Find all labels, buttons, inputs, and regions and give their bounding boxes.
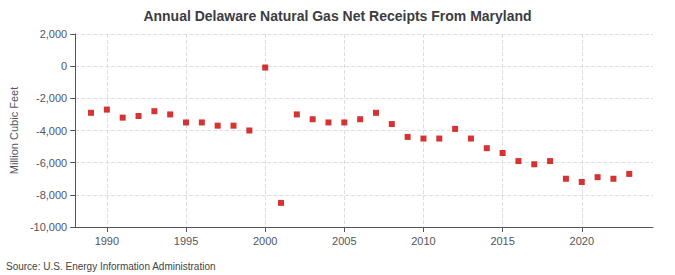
svg-text:-2,000: -2,000 <box>36 92 67 104</box>
svg-text:-10,000: -10,000 <box>30 221 67 233</box>
svg-text:Source: U.S. Energy Informatio: Source: U.S. Energy Information Administ… <box>6 261 216 272</box>
svg-text:Annual Delaware Natural Gas Ne: Annual Delaware Natural Gas Net Receipts… <box>143 8 531 24</box>
svg-text:1995: 1995 <box>174 235 198 247</box>
svg-text:1990: 1990 <box>95 235 119 247</box>
svg-text:-6,000: -6,000 <box>36 157 67 169</box>
svg-text:0: 0 <box>61 60 67 72</box>
svg-text:2005: 2005 <box>332 235 356 247</box>
svg-text:Million Cubic Feet: Million Cubic Feet <box>8 87 20 174</box>
svg-text:2000: 2000 <box>253 235 277 247</box>
svg-text:-4,000: -4,000 <box>36 125 67 137</box>
svg-text:2020: 2020 <box>570 235 594 247</box>
svg-text:2015: 2015 <box>490 235 514 247</box>
svg-text:2010: 2010 <box>411 235 435 247</box>
svg-text:2,000: 2,000 <box>40 28 68 40</box>
svg-text:-8,000: -8,000 <box>36 189 67 201</box>
